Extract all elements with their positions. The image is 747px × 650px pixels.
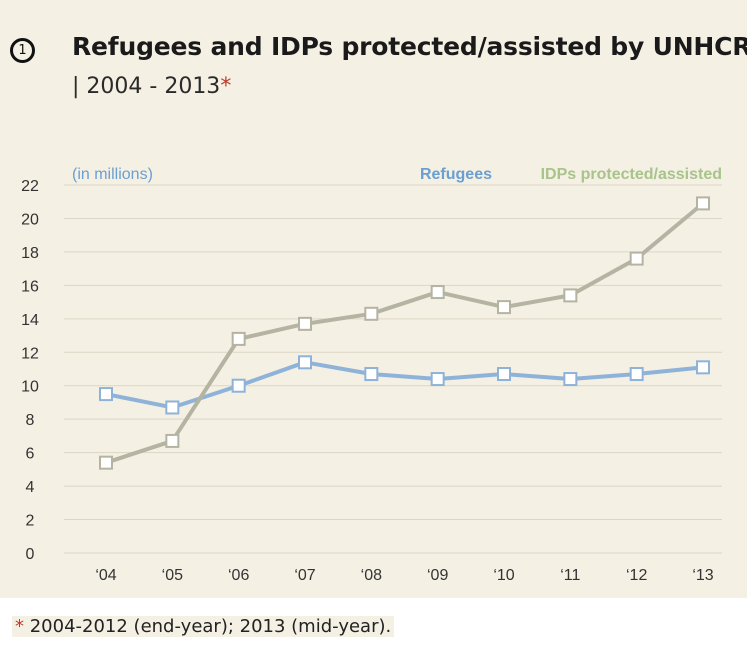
data-point-refugees xyxy=(430,372,445,387)
chart-title: Refugees and IDPs protected/assisted by … xyxy=(72,32,747,61)
chart-panel xyxy=(0,0,747,598)
data-point-refugees xyxy=(231,378,246,393)
unit-label: (in millions) xyxy=(72,166,153,183)
x-tick-label: ‘07 xyxy=(294,567,315,584)
y-tick-label: 2 xyxy=(26,513,35,530)
x-tick-label: ‘08 xyxy=(361,567,382,584)
data-point-refugees xyxy=(629,367,644,382)
chart-subtitle: | 2004 - 2013* xyxy=(72,74,231,99)
data-point-refugees xyxy=(298,355,312,370)
gridlines xyxy=(64,184,722,554)
data-point-idps xyxy=(298,316,312,331)
data-point-idps xyxy=(629,251,644,266)
x-tick-label: ‘10 xyxy=(493,567,514,584)
data-point-idps xyxy=(563,288,578,303)
y-tick-label: 12 xyxy=(21,345,39,362)
legend-refugees: Refugees xyxy=(420,166,492,183)
y-tick-label: 18 xyxy=(21,245,39,262)
data-point-idps xyxy=(430,285,445,300)
data-point-idps xyxy=(165,433,180,448)
line-chart: 0 2 4 6 8 10 12 14 16 18 20 22 ‘04 ‘05 ‘06 ‘07 ‘08 ‘09 ‘1… xyxy=(21,166,722,584)
data-point-refugees xyxy=(165,400,180,415)
data-point-idps xyxy=(231,331,246,346)
x-tick-label: ‘13 xyxy=(692,567,713,584)
x-tick-label: ‘12 xyxy=(626,567,647,584)
series-line-refugees xyxy=(105,360,704,410)
legend-idps: IDPs protected/assisted xyxy=(541,166,722,183)
data-point-idps xyxy=(497,300,511,315)
data-point-idps xyxy=(696,196,710,211)
y-axis-ticks: 0 2 4 6 8 10 12 14 16 18 20 22 xyxy=(21,178,39,563)
data-point-refugees xyxy=(563,372,578,387)
y-tick-label: 0 xyxy=(26,546,35,563)
data-point-refugees xyxy=(364,367,379,382)
footnote-text: 2004-2012 (end-year); 2013 (mid-year). xyxy=(24,616,392,637)
figure-number-badge: 1 xyxy=(10,38,35,63)
footnote-asterisk: * xyxy=(15,616,24,637)
data-point-refugees xyxy=(497,367,511,382)
data-point-idps xyxy=(99,455,113,470)
x-tick-label: ‘06 xyxy=(228,567,249,584)
footnote: * 2004-2012 (end-year); 2013 (mid-year). xyxy=(12,616,395,637)
series-line-idps xyxy=(105,201,705,465)
x-tick-label: ‘11 xyxy=(560,567,580,584)
data-point-idps xyxy=(364,306,379,321)
y-tick-label: 10 xyxy=(21,379,39,396)
y-tick-label: 6 xyxy=(26,446,35,463)
y-tick-label: 14 xyxy=(21,312,39,329)
x-tick-label: ‘09 xyxy=(427,567,448,584)
series-layer xyxy=(99,196,710,470)
subtitle-years: | 2004 - 2013 xyxy=(72,74,221,99)
data-point-refugees xyxy=(696,360,710,375)
x-axis-ticks: ‘04 ‘05 ‘06 ‘07 ‘08 ‘09 ‘10 ‘11 ‘12 ‘13 xyxy=(95,567,713,584)
y-tick-label: 22 xyxy=(21,178,39,195)
y-tick-label: 16 xyxy=(21,278,39,295)
y-tick-label: 20 xyxy=(21,211,39,228)
x-tick-label: ‘04 xyxy=(95,567,116,584)
subtitle-asterisk: * xyxy=(220,74,232,99)
y-tick-label: 4 xyxy=(26,479,35,496)
data-point-refugees xyxy=(99,387,113,402)
x-tick-label: ‘05 xyxy=(162,567,183,584)
y-tick-label: 8 xyxy=(26,412,35,429)
